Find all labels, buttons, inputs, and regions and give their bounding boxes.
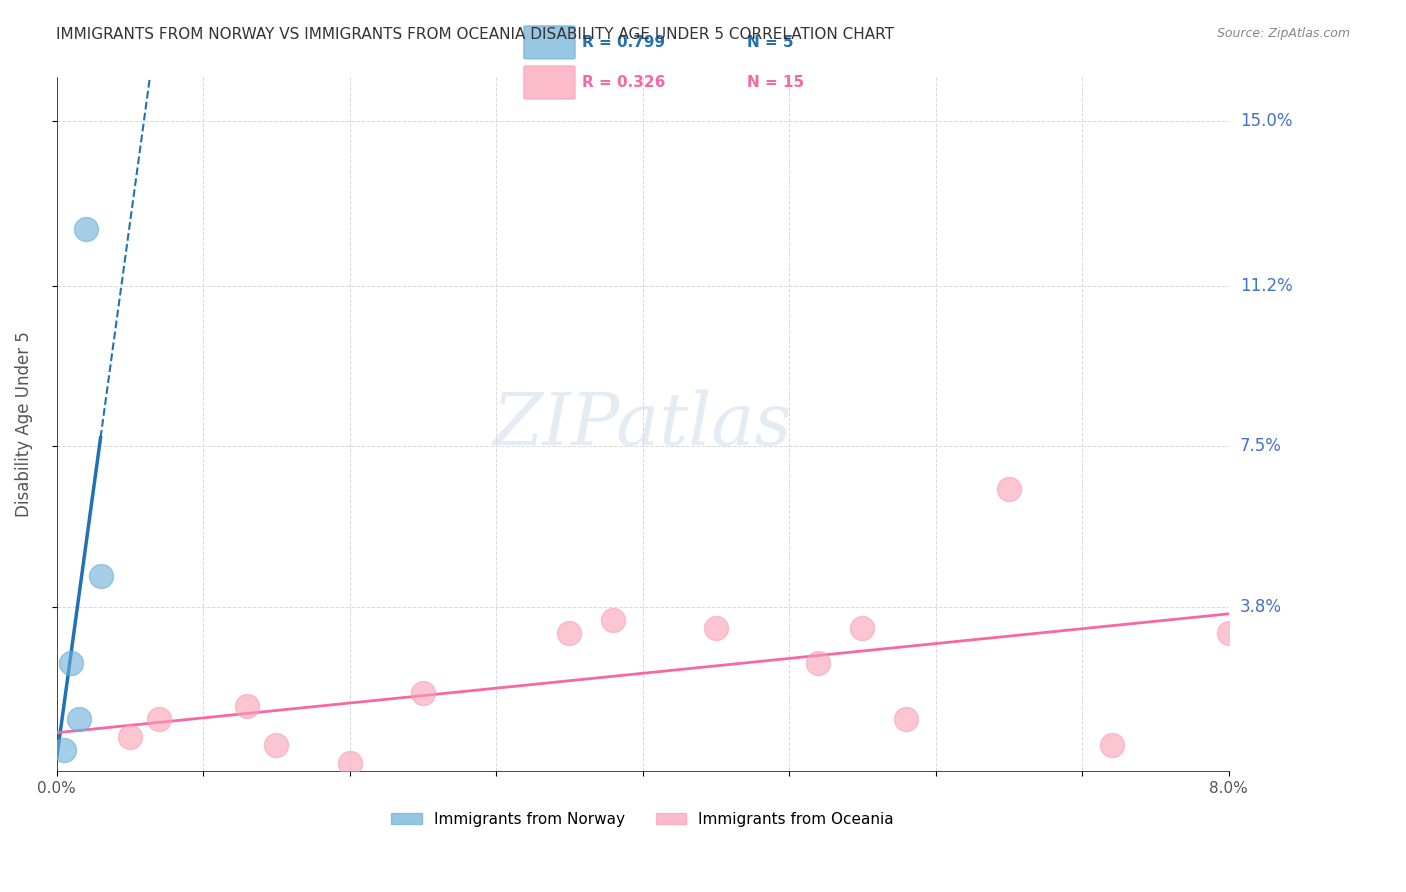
FancyBboxPatch shape [524, 66, 575, 99]
Text: N = 15: N = 15 [747, 76, 804, 90]
FancyBboxPatch shape [524, 26, 575, 59]
Point [807, 656, 830, 670]
Point [118, 730, 141, 744]
Point [1101, 739, 1123, 753]
Point [60, 656, 83, 670]
Text: 15.0%: 15.0% [1240, 112, 1292, 130]
Point [1218, 625, 1240, 640]
Point [558, 625, 581, 640]
Point [896, 712, 918, 726]
Point [75, 222, 97, 236]
Point [339, 756, 361, 770]
Point [90, 569, 112, 583]
Text: N = 5: N = 5 [747, 36, 793, 50]
Text: 7.5%: 7.5% [1240, 437, 1282, 455]
Y-axis label: Disability Age Under 5: Disability Age Under 5 [15, 332, 32, 517]
Text: ZIPatlas: ZIPatlas [494, 389, 793, 459]
Point [412, 686, 434, 700]
Text: R = 0.799: R = 0.799 [582, 36, 665, 50]
Point [851, 621, 873, 635]
Text: 3.8%: 3.8% [1240, 598, 1282, 615]
Text: R = 0.326: R = 0.326 [582, 76, 665, 90]
Text: IMMIGRANTS FROM NORWAY VS IMMIGRANTS FROM OCEANIA DISABILITY AGE UNDER 5 CORRELA: IMMIGRANTS FROM NORWAY VS IMMIGRANTS FRO… [56, 27, 894, 42]
Point [704, 621, 727, 635]
Point [998, 483, 1021, 497]
Point [236, 699, 259, 714]
Legend: Immigrants from Norway, Immigrants from Oceania: Immigrants from Norway, Immigrants from … [385, 805, 900, 833]
Text: Source: ZipAtlas.com: Source: ZipAtlas.com [1216, 27, 1350, 40]
Point [67, 712, 90, 726]
Text: 11.2%: 11.2% [1240, 277, 1292, 294]
Point [266, 739, 288, 753]
Point [52, 742, 75, 756]
Point [148, 712, 170, 726]
Point [602, 613, 624, 627]
